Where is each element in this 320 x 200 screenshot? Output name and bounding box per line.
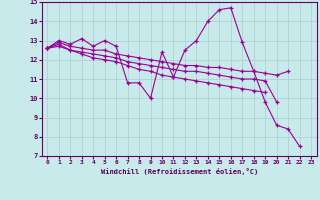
X-axis label: Windchill (Refroidissement éolien,°C): Windchill (Refroidissement éolien,°C) <box>100 168 258 175</box>
